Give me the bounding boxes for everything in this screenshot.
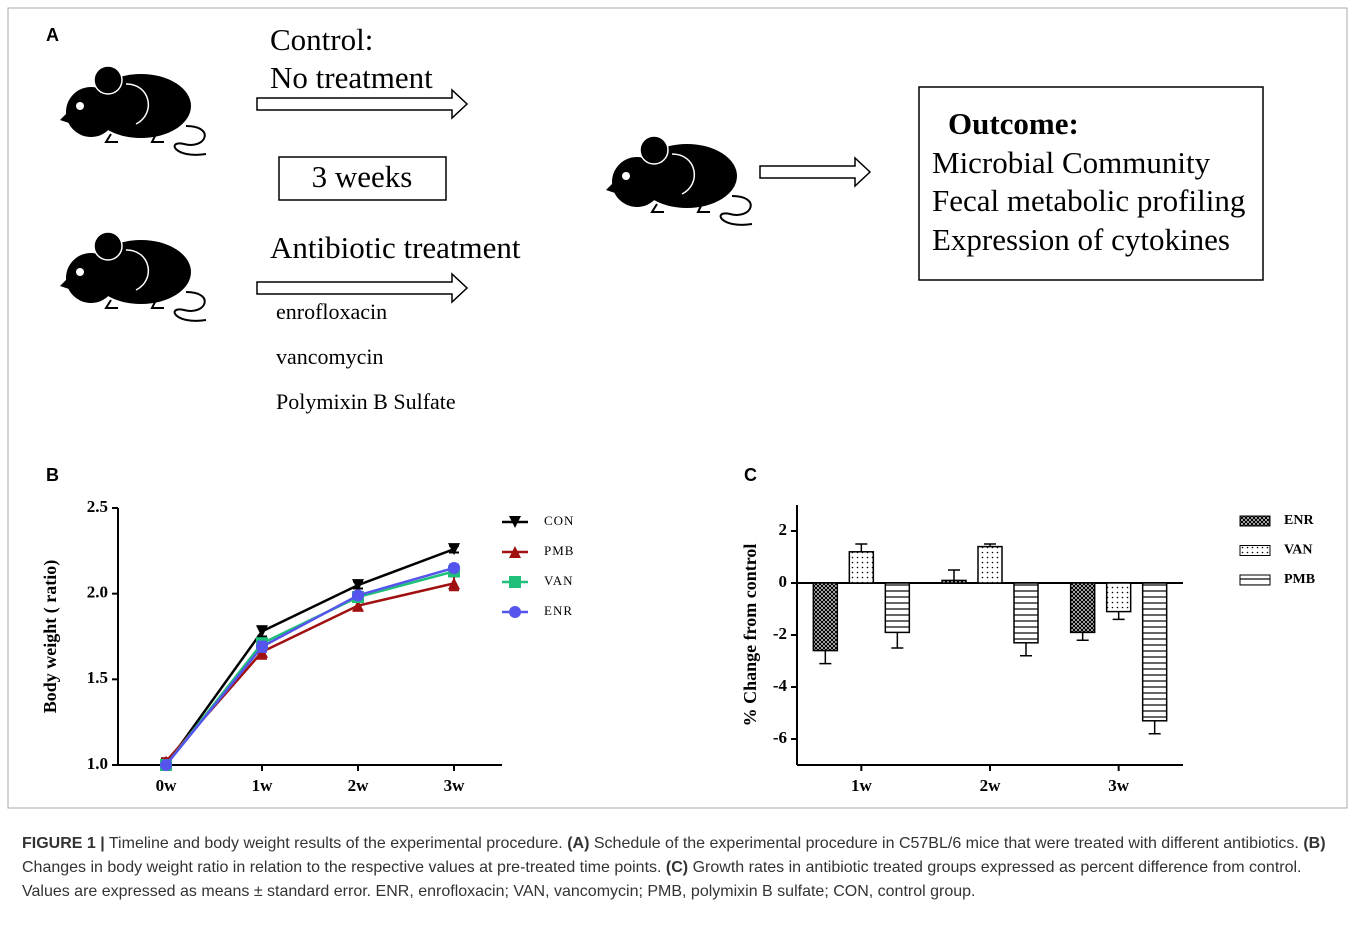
panel-label: A xyxy=(46,25,59,45)
panel-label: B xyxy=(46,465,59,485)
legend-swatch xyxy=(1240,516,1270,526)
y-tick-label: 2 xyxy=(779,520,788,539)
x-tick-label: 1w xyxy=(851,776,873,795)
caption-label: (A) xyxy=(567,835,589,852)
bar xyxy=(1143,583,1167,721)
marker xyxy=(256,641,268,653)
marker xyxy=(509,576,521,588)
bar xyxy=(942,580,966,583)
legend-label: ENR xyxy=(1284,513,1314,528)
x-tick-label: 2w xyxy=(980,776,1002,795)
outcome-title: Outcome: xyxy=(948,106,1079,141)
group-label: Antibiotic treatment xyxy=(270,230,521,265)
drug: vancomycin xyxy=(276,344,384,369)
legend-label: CON xyxy=(544,513,574,528)
series-line xyxy=(166,583,454,761)
caption-text: Timeline and body weight results of the … xyxy=(109,835,563,852)
caption-label: FIGURE 1 | xyxy=(22,835,105,852)
error-bar xyxy=(1113,612,1125,620)
caption: FIGURE 1 | Timeline and body weight resu… xyxy=(22,832,1337,904)
mouse-icon xyxy=(606,136,752,225)
y-tick-label: -6 xyxy=(773,728,787,747)
caption-text: Values are expressed as means ± standard… xyxy=(22,883,975,900)
legend-swatch xyxy=(1240,546,1270,556)
error-bar xyxy=(855,544,867,552)
caption-label: (B) xyxy=(1303,835,1325,852)
y-tick-label: -2 xyxy=(773,624,787,643)
error-bar xyxy=(948,570,960,580)
marker xyxy=(160,759,172,771)
bar xyxy=(1071,583,1095,632)
legend-label: VAN xyxy=(544,573,574,588)
y-tick-label: 1.0 xyxy=(87,754,108,773)
legend-label: PMB xyxy=(1284,572,1315,587)
legend-label: PMB xyxy=(544,543,574,558)
x-tick-label: 1w xyxy=(252,776,274,795)
error-bar xyxy=(819,651,831,664)
caption-label: (C) xyxy=(666,859,688,876)
x-tick-label: 2w xyxy=(348,776,370,795)
caption-text: Growth rates in antibiotic treated group… xyxy=(693,859,1302,876)
y-axis-label: Body weight ( ratio) xyxy=(40,560,61,713)
marker xyxy=(448,562,460,574)
bar xyxy=(1014,583,1038,643)
legend-swatch xyxy=(1240,575,1270,585)
marker xyxy=(352,589,364,601)
y-axis-label: % Change from control xyxy=(740,544,760,727)
y-tick-label: 2.5 xyxy=(87,497,108,516)
arrow xyxy=(760,158,870,186)
bar xyxy=(885,583,909,632)
x-tick-label: 3w xyxy=(1108,776,1130,795)
x-tick-label: 3w xyxy=(444,776,466,795)
group-label: No treatment xyxy=(270,60,433,95)
series-line xyxy=(166,568,454,765)
error-bar xyxy=(891,632,903,648)
bar xyxy=(813,583,837,651)
legend-label: ENR xyxy=(544,603,573,618)
outcome: Expression of cytokines xyxy=(932,222,1230,257)
bar xyxy=(849,552,873,583)
bar xyxy=(1107,583,1131,612)
page: {"panel_a": {"label": "A", "control": "C… xyxy=(0,0,1355,937)
y-tick-label: 2.0 xyxy=(87,583,108,602)
error-bar xyxy=(1077,632,1089,640)
panel-label: C xyxy=(744,465,757,485)
bar xyxy=(978,547,1002,583)
caption-text: Schedule of the experimental procedure i… xyxy=(594,835,1299,852)
x-tick-label: 0w xyxy=(156,776,178,795)
marker xyxy=(509,606,521,618)
y-tick-label: 0 xyxy=(779,572,788,591)
mouse-icon xyxy=(60,232,206,321)
y-tick-label: 1.5 xyxy=(87,668,108,687)
arrow xyxy=(257,274,467,302)
duration: 3 weeks xyxy=(312,159,413,194)
group-label: Control: xyxy=(270,22,373,57)
series-line xyxy=(166,571,454,765)
mouse-icon xyxy=(60,66,206,155)
caption-text: Changes in body weight ratio in relation… xyxy=(22,859,661,876)
error-bar xyxy=(1020,643,1032,656)
drug: enrofloxacin xyxy=(276,299,387,324)
outcome: Microbial Community xyxy=(932,145,1211,180)
error-bar xyxy=(1149,721,1161,734)
legend-label: VAN xyxy=(1284,543,1313,558)
outcome: Fecal metabolic profiling xyxy=(932,183,1245,218)
figure: A Control: No treatment 3 weeks Antibiot… xyxy=(0,0,1355,812)
y-tick-label: -4 xyxy=(773,676,788,695)
drug: Polymixin B Sulfate xyxy=(276,389,456,414)
